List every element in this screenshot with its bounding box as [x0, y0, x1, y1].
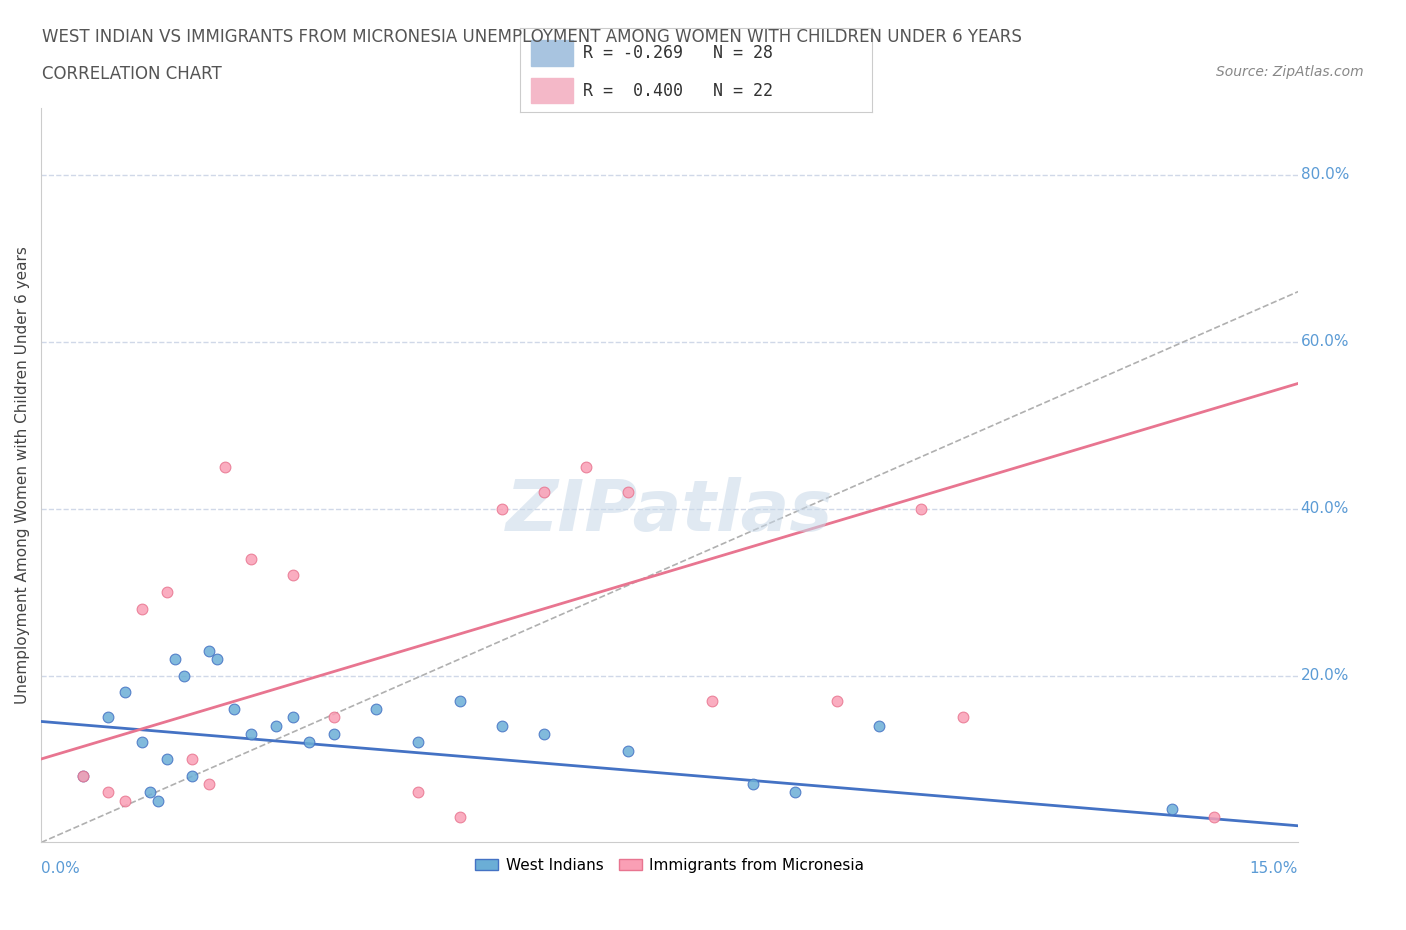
Point [114, 684, 136, 699]
Text: ZIPatlas: ZIPatlas [506, 477, 834, 547]
Point [952, 710, 974, 724]
Point [97, 785, 120, 800]
Point [72, 768, 94, 783]
Point [173, 668, 195, 683]
Point [181, 768, 204, 783]
Point [406, 735, 429, 750]
Point [114, 793, 136, 808]
Point [868, 718, 890, 733]
Point [533, 485, 555, 499]
Point [700, 693, 723, 708]
Text: WEST INDIAN VS IMMIGRANTS FROM MICRONESIA UNEMPLOYMENT AMONG WOMEN WITH CHILDREN: WEST INDIAN VS IMMIGRANTS FROM MICRONESI… [42, 28, 1022, 46]
Point [131, 602, 153, 617]
Text: R = -0.269   N = 28: R = -0.269 N = 28 [583, 44, 773, 62]
Point [323, 710, 346, 724]
Point [366, 701, 388, 716]
Point [742, 777, 765, 791]
Text: CORRELATION CHART: CORRELATION CHART [42, 65, 222, 83]
Point [575, 459, 598, 474]
Point [239, 726, 262, 741]
Point [156, 585, 179, 600]
Legend: West Indians, Immigrants from Micronesia: West Indians, Immigrants from Micronesia [470, 852, 870, 879]
Text: 80.0%: 80.0% [1301, 167, 1348, 182]
Point [281, 710, 304, 724]
Point [205, 651, 228, 666]
Point [156, 751, 179, 766]
Point [181, 751, 204, 766]
Point [222, 701, 245, 716]
Point [148, 793, 170, 808]
Point [491, 718, 513, 733]
Point [139, 785, 162, 800]
Text: R =  0.400   N = 22: R = 0.400 N = 22 [583, 82, 773, 100]
Text: 40.0%: 40.0% [1301, 501, 1348, 516]
Point [239, 551, 262, 566]
Point [449, 693, 471, 708]
Point [1161, 802, 1184, 817]
Point [616, 743, 638, 758]
Point [197, 777, 219, 791]
Point [131, 735, 153, 750]
Point [825, 693, 848, 708]
Bar [531, 78, 574, 103]
Text: 20.0%: 20.0% [1301, 668, 1348, 683]
Y-axis label: Unemployment Among Women with Children Under 6 years: Unemployment Among Women with Children U… [15, 246, 30, 704]
Point [165, 651, 187, 666]
Point [449, 810, 471, 825]
Point [197, 643, 219, 658]
Point [323, 726, 346, 741]
Point [97, 710, 120, 724]
Point [72, 768, 94, 783]
Text: 0.0%: 0.0% [41, 861, 80, 876]
Point [491, 501, 513, 516]
Point [910, 501, 932, 516]
Point [214, 459, 236, 474]
Bar [531, 40, 574, 65]
Text: 60.0%: 60.0% [1301, 334, 1350, 349]
Point [281, 568, 304, 583]
Text: 15.0%: 15.0% [1250, 861, 1298, 876]
Point [406, 785, 429, 800]
Text: Source: ZipAtlas.com: Source: ZipAtlas.com [1216, 65, 1364, 79]
Point [533, 726, 555, 741]
Point [1204, 810, 1226, 825]
Point [298, 735, 321, 750]
Point [785, 785, 807, 800]
Point [264, 718, 287, 733]
Point [616, 485, 638, 499]
